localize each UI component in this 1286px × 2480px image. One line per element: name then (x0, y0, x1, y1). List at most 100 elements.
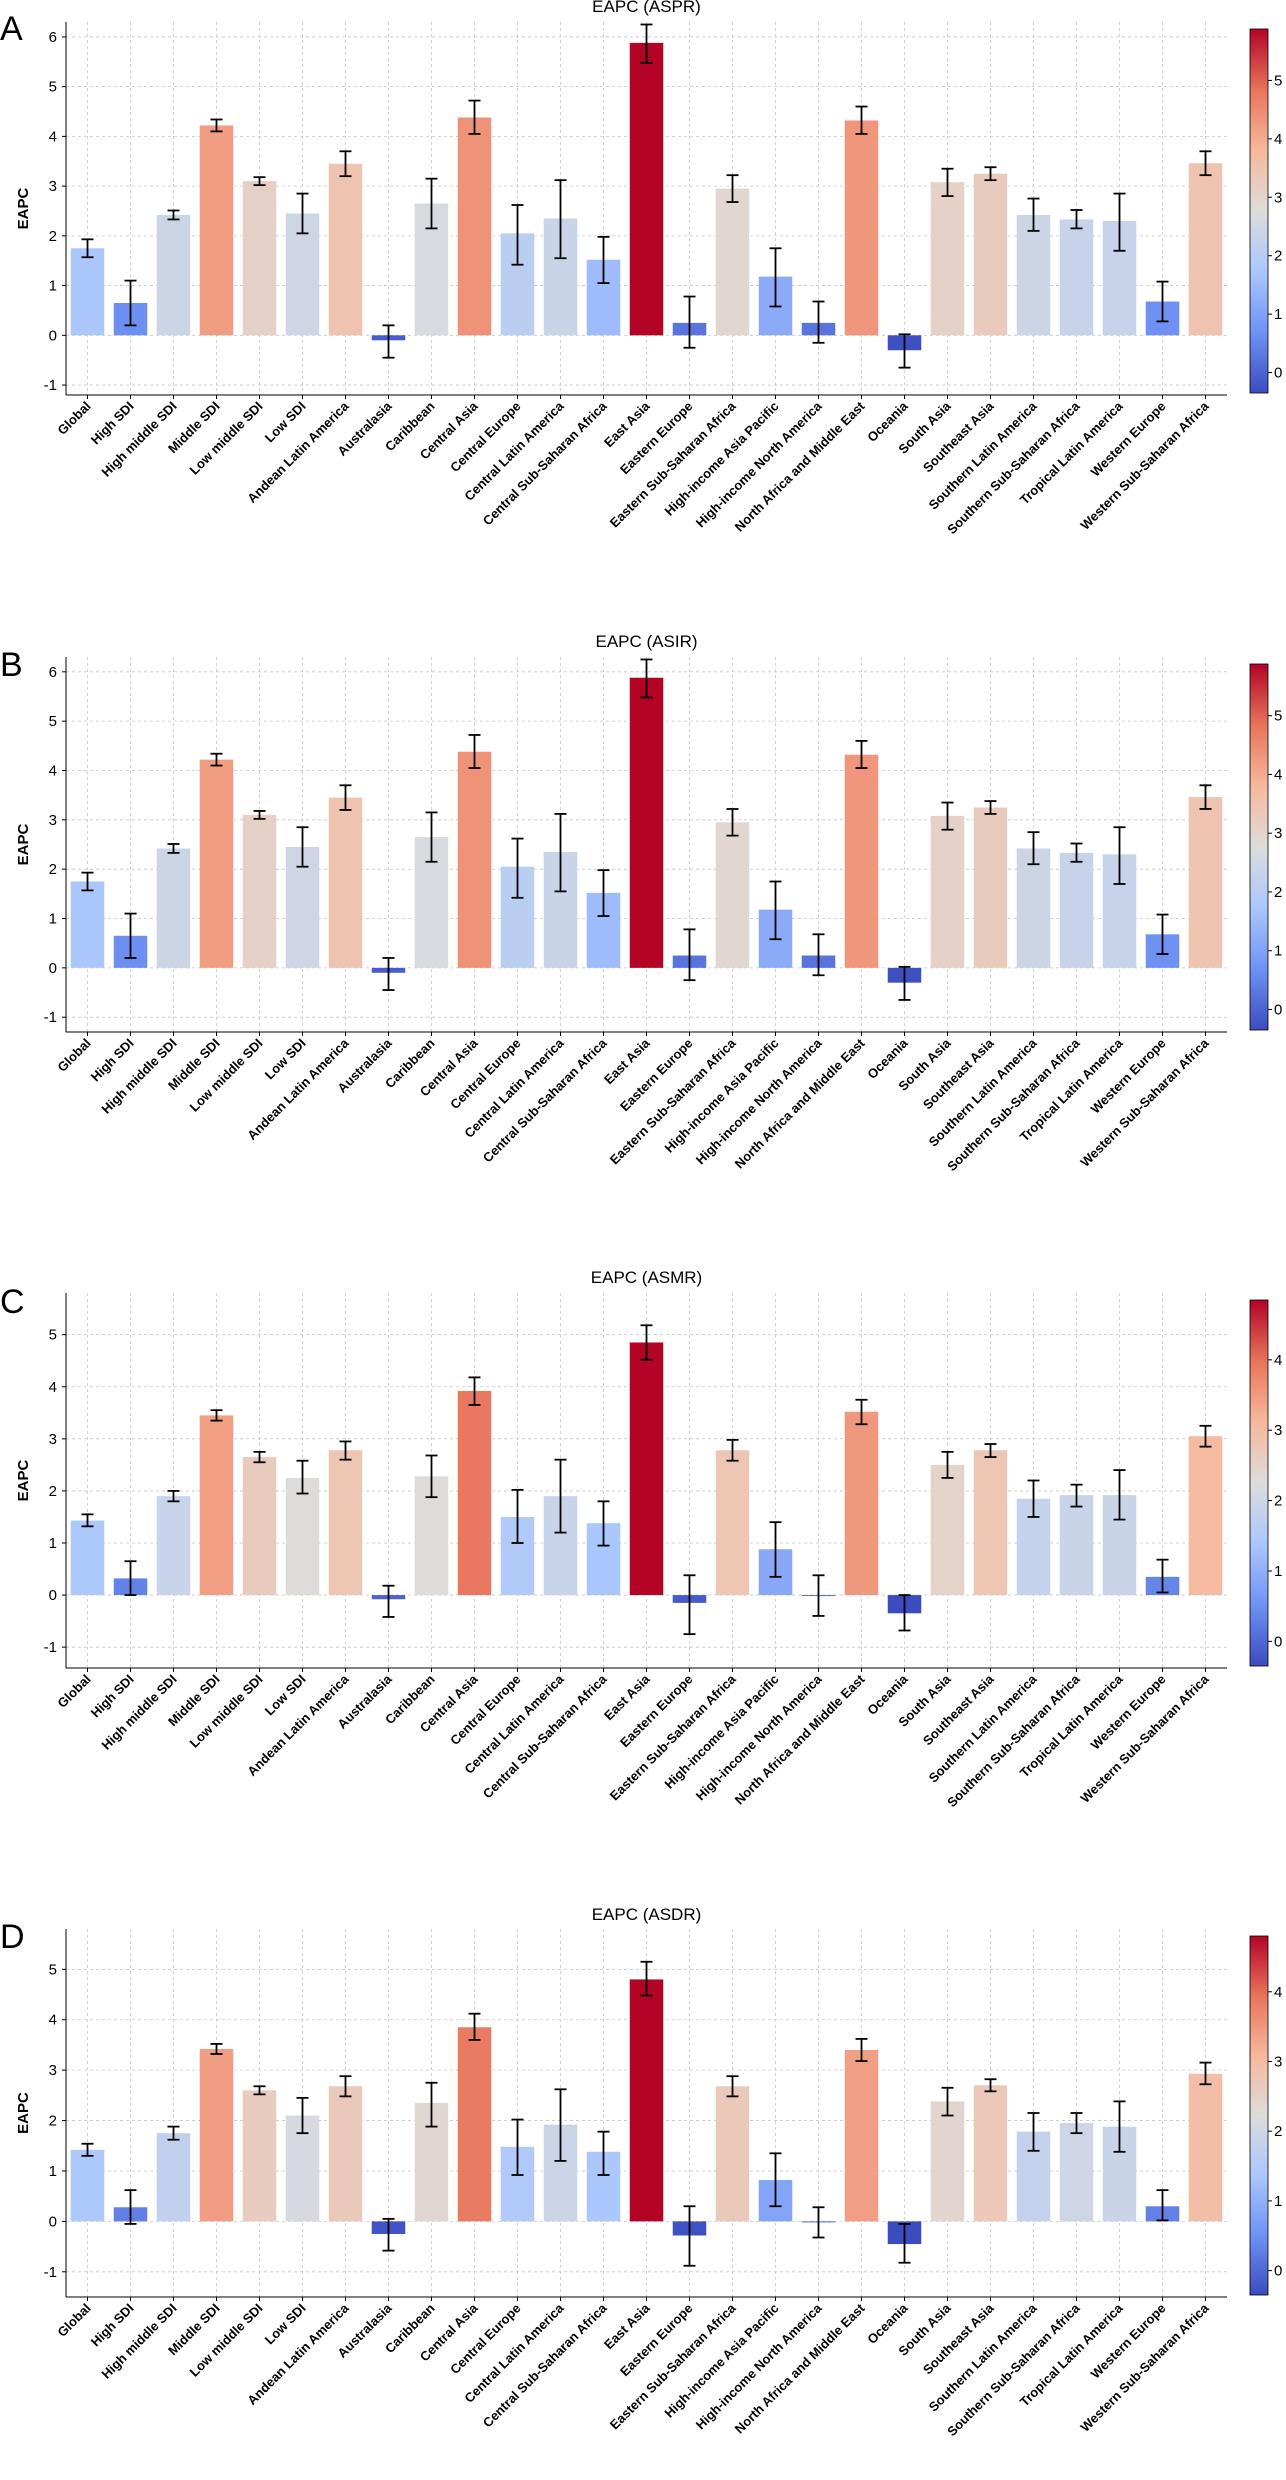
bar (199, 125, 234, 336)
y-tick-label: 4 (49, 128, 57, 145)
bar (328, 2086, 363, 2222)
bar (242, 2090, 277, 2222)
colorbar-tick-label: 2 (1274, 1493, 1282, 1510)
colorbar-tick-label: 4 (1274, 131, 1282, 148)
colorbar-tick-label: 2 (1274, 884, 1282, 901)
y-tick-label: 0 (49, 960, 57, 977)
bar (973, 2085, 1008, 2222)
x-tick-label: Western Europe (1088, 399, 1169, 480)
bar (328, 1450, 363, 1596)
x-tick-label: Western Europe (1088, 1036, 1169, 1117)
y-tick-label: 4 (49, 2012, 57, 2029)
bar (199, 759, 234, 968)
colorbar-tick-label: 1 (1274, 306, 1282, 323)
bar (1059, 852, 1094, 968)
bar (844, 1411, 879, 1596)
y-axis-label: EAPC (15, 1460, 32, 1502)
y-tick-label: 1 (49, 1535, 57, 1552)
colorbar-bar (1249, 1299, 1269, 1667)
y-tick-label: 2 (49, 228, 57, 245)
y-tick-label: 5 (49, 1327, 57, 1344)
bar (242, 1457, 277, 1596)
y-axis-label: EAPC (15, 824, 32, 866)
y-tick-label: 0 (49, 1587, 57, 1604)
bar (70, 2149, 105, 2222)
y-tick-label: 1 (49, 911, 57, 928)
bar (844, 754, 879, 968)
bar (629, 42, 664, 336)
panel-letter: A (0, 10, 23, 48)
bar (973, 173, 1008, 336)
chart-title: EAPC (ASMR) (591, 1268, 702, 1287)
colorbar-tick-label: 2 (1274, 248, 1282, 265)
bar (457, 1390, 492, 1596)
bar (1016, 848, 1051, 968)
colorbar-tick-label: 1 (1274, 2193, 1282, 2210)
bar (930, 182, 965, 336)
bar (457, 2027, 492, 2222)
bar (973, 1450, 1008, 1596)
bar (70, 1520, 105, 1596)
y-tick-label: 4 (49, 762, 57, 779)
y-tick-label: 5 (49, 1961, 57, 1978)
bar (844, 120, 879, 336)
bar (156, 1496, 191, 1596)
y-tick-label: 2 (49, 1483, 57, 1500)
y-tick-label: 3 (49, 2062, 57, 2079)
colorbar: 0 1 2 3 4 5 (1249, 28, 1282, 394)
x-tick-label: Western Europe (1088, 2301, 1169, 2382)
colorbar-bar (1249, 28, 1269, 394)
y-tick-label: -1 (44, 1639, 57, 1656)
panel-letter: C (0, 1283, 25, 1321)
x-tick-label: High middle SDI (99, 2301, 180, 2382)
y-axis-label: EAPC (15, 2092, 32, 2134)
colorbar-tick-label: 0 (1274, 1001, 1282, 1018)
chart-title: EAPC (ASDR) (592, 1905, 702, 1924)
bar (285, 1477, 320, 1596)
bar (156, 2133, 191, 2222)
y-tick-label: 0 (49, 2213, 57, 2230)
bar (1016, 214, 1051, 336)
bar (973, 807, 1008, 968)
y-tick-label: 5 (49, 79, 57, 96)
colorbar-tick-label: 4 (1274, 766, 1282, 783)
colorbar-tick-label: 1 (1274, 1563, 1282, 1580)
colorbar-tick-label: 0 (1274, 2263, 1282, 2280)
colorbar-tick-label: 4 (1274, 1984, 1282, 2001)
colorbar-tick-label: 0 (1274, 1633, 1282, 1650)
y-tick-label: 5 (49, 713, 57, 730)
bar (328, 163, 363, 336)
bar (1188, 1436, 1223, 1596)
colorbar: 0 1 2 3 4 (1249, 1299, 1282, 1667)
x-tick-label: Low middle SDI (187, 2301, 266, 2380)
y-tick-label: 3 (49, 178, 57, 195)
x-tick-label: Low middle SDI (187, 1036, 266, 1115)
bar (457, 117, 492, 336)
x-tick-label: Global (54, 2301, 93, 2340)
colorbar-tick-label: 2 (1274, 2123, 1282, 2140)
colorbar-tick-label: 3 (1274, 189, 1282, 206)
colorbar-tick-label: 4 (1274, 1352, 1282, 1369)
bar (1059, 219, 1094, 336)
colorbar-tick-label: 3 (1274, 1422, 1282, 1439)
y-tick-label: 4 (49, 1379, 57, 1396)
colorbar-bar (1249, 663, 1269, 1031)
bar (156, 214, 191, 336)
y-tick-label: 6 (49, 29, 57, 46)
bar (457, 751, 492, 968)
x-tick-label: Global (54, 1036, 93, 1075)
panel-letter: B (0, 646, 23, 684)
x-tick-label: High middle SDI (99, 399, 180, 480)
bar (629, 677, 664, 968)
y-tick-label: 0 (49, 327, 57, 344)
panel-letter: D (0, 1918, 25, 1956)
x-tick-label: Low middle SDI (187, 399, 266, 478)
bar (156, 848, 191, 968)
colorbar-tick-label: 5 (1274, 708, 1282, 725)
y-tick-label: -1 (44, 377, 57, 394)
colorbar-tick-label: 3 (1274, 825, 1282, 842)
